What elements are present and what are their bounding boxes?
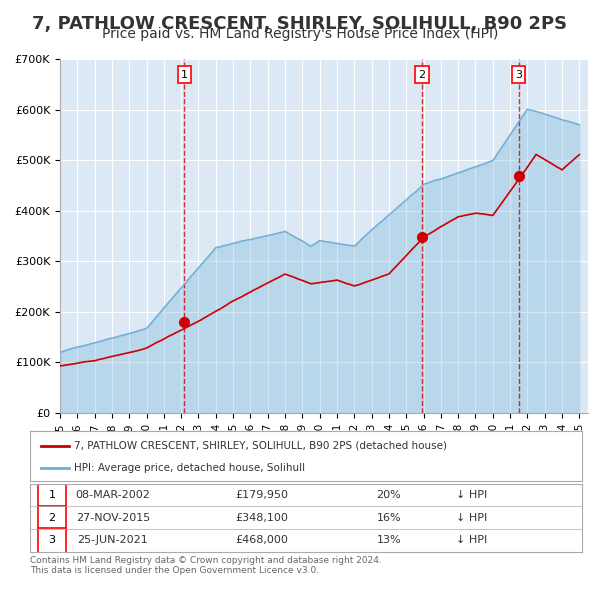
FancyBboxPatch shape: [38, 528, 66, 553]
Text: ↓ HPI: ↓ HPI: [456, 513, 487, 523]
Text: HPI: Average price, detached house, Solihull: HPI: Average price, detached house, Soli…: [74, 463, 305, 473]
Text: £348,100: £348,100: [235, 513, 288, 523]
Text: 08-MAR-2002: 08-MAR-2002: [76, 490, 150, 500]
Text: Price paid vs. HM Land Registry's House Price Index (HPI): Price paid vs. HM Land Registry's House …: [102, 27, 498, 41]
Text: 25-JUN-2021: 25-JUN-2021: [77, 535, 148, 545]
Text: 13%: 13%: [376, 535, 401, 545]
Text: ↓ HPI: ↓ HPI: [456, 490, 487, 500]
Text: 2: 2: [418, 70, 425, 80]
Text: 27-NOV-2015: 27-NOV-2015: [76, 513, 150, 523]
Text: 7, PATHLOW CRESCENT, SHIRLEY, SOLIHULL, B90 2PS: 7, PATHLOW CRESCENT, SHIRLEY, SOLIHULL, …: [32, 15, 568, 33]
Text: 20%: 20%: [376, 490, 401, 500]
Text: This data is licensed under the Open Government Licence v3.0.: This data is licensed under the Open Gov…: [30, 566, 319, 575]
Text: 3: 3: [49, 535, 56, 545]
Text: 7, PATHLOW CRESCENT, SHIRLEY, SOLIHULL, B90 2PS (detached house): 7, PATHLOW CRESCENT, SHIRLEY, SOLIHULL, …: [74, 441, 447, 451]
Text: 16%: 16%: [376, 513, 401, 523]
Text: £179,950: £179,950: [235, 490, 289, 500]
Text: 2: 2: [49, 513, 56, 523]
FancyBboxPatch shape: [38, 483, 66, 507]
Text: ↓ HPI: ↓ HPI: [456, 535, 487, 545]
Text: Contains HM Land Registry data © Crown copyright and database right 2024.: Contains HM Land Registry data © Crown c…: [30, 556, 382, 565]
Text: 1: 1: [181, 70, 188, 80]
FancyBboxPatch shape: [38, 506, 66, 530]
Text: 3: 3: [515, 70, 522, 80]
Text: £468,000: £468,000: [235, 535, 288, 545]
Text: 1: 1: [49, 490, 56, 500]
